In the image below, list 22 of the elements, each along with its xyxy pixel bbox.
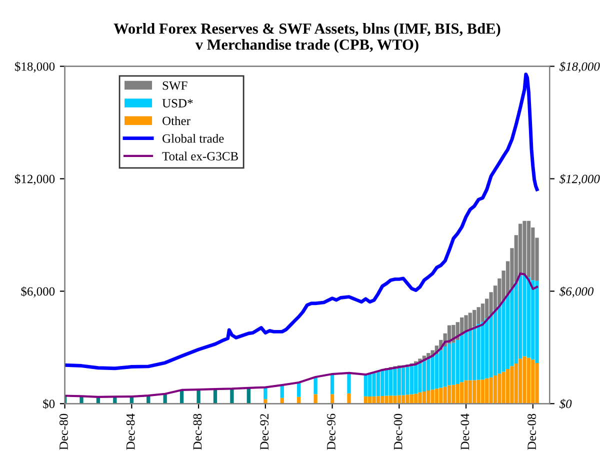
legend-label: SWF	[162, 81, 188, 90]
y-tick-label: $6,000	[21, 286, 55, 298]
x-tick-label: Dec-04	[460, 414, 470, 450]
y-tick-label: $18,000	[14, 62, 55, 73]
x-tick-label: Dec-84	[126, 414, 135, 450]
x-tick-label: Dec-88	[193, 414, 202, 450]
y-tick-label: $0	[43, 398, 55, 409]
legend-label: Total ex-G3CB	[162, 152, 238, 160]
legend-label: USD*	[162, 99, 193, 108]
x-tick-label: Dec-08	[528, 414, 536, 450]
y2-tick-label: $6,000	[559, 286, 594, 298]
x-tick-label: Dec-92	[260, 414, 269, 450]
legend-label: Global trade	[162, 134, 224, 143]
y2-tick-label: $0	[559, 398, 572, 409]
x-tick-label: Dec-00	[394, 414, 402, 450]
x-tick-label: Dec-96	[327, 414, 336, 450]
y2-tick-label: $12,000	[559, 174, 600, 186]
y-tick-label: $12,000	[14, 174, 55, 186]
y2-tick-label: $18,000	[559, 62, 600, 73]
chart-title: World Forex Reserves & SWF Assets, blns (IMF, BIS, BdE) v Merchandise trade (CPB, WTO)	[114, 23, 500, 53]
x-tick-label: Dec-80	[59, 414, 68, 450]
legend-label: Other	[162, 116, 190, 126]
